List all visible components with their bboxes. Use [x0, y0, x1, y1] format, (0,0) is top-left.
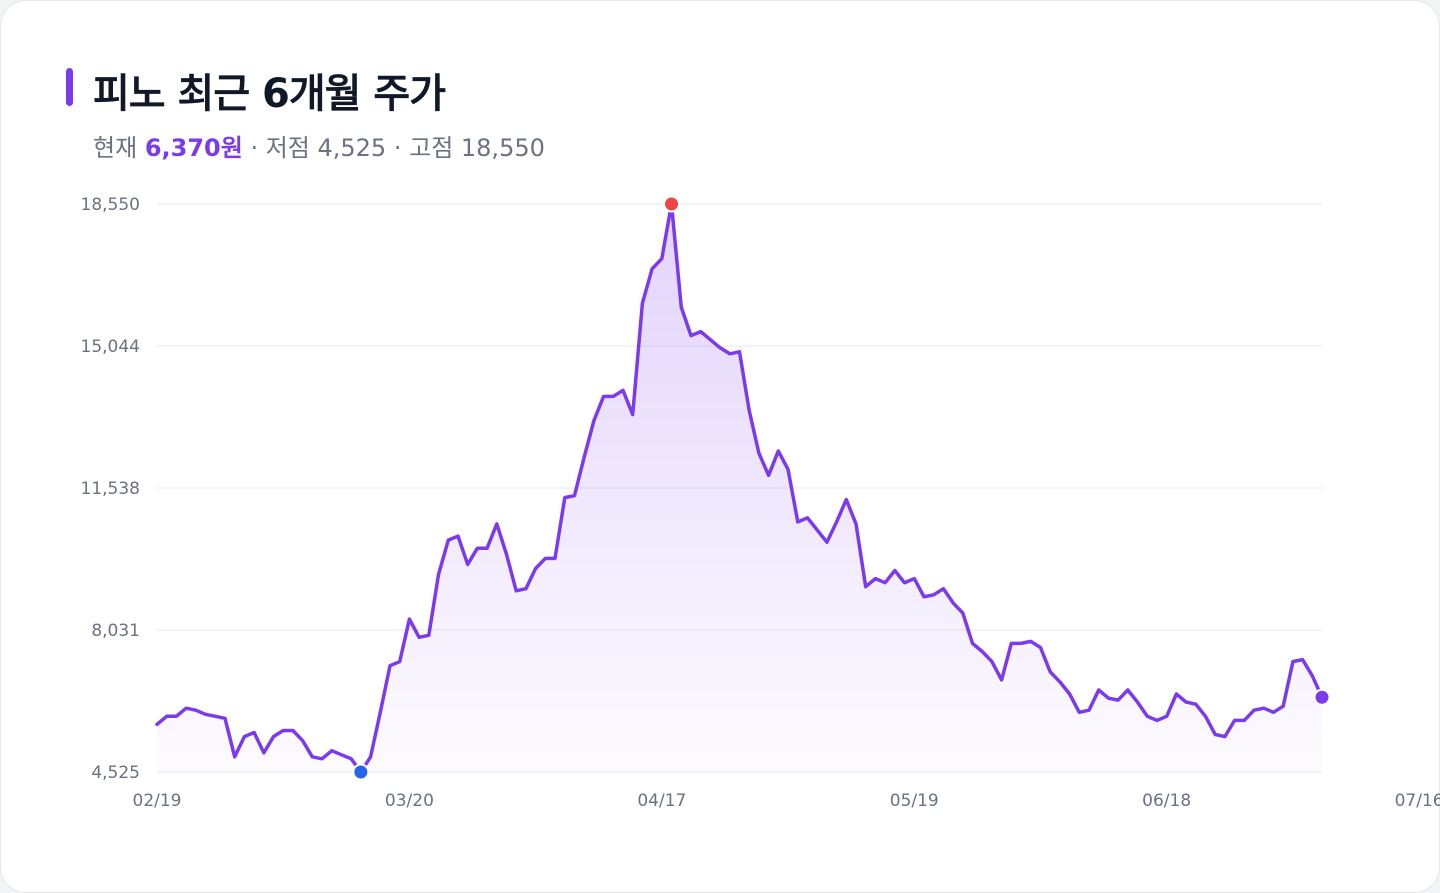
y-tick-label: 18,550 [81, 195, 140, 215]
title-accent-bar [66, 68, 73, 106]
y-tick-label: 4,525 [91, 763, 140, 783]
low-point-marker [352, 763, 370, 781]
chart-title: 피노 최근 6개월 주가 [93, 71, 446, 117]
x-tick-label: 06/18 [1142, 791, 1191, 811]
high-point-marker [663, 195, 681, 213]
x-tick-label: 05/19 [890, 791, 939, 811]
low-price: · 저점 4,525 · [250, 134, 402, 162]
x-tick-label: 03/20 [385, 791, 434, 811]
price-line [155, 202, 1324, 774]
x-tick-label: 04/17 [637, 791, 686, 811]
x-tick-label: 07/16 [1395, 791, 1440, 811]
x-tick-label: 02/19 [133, 791, 182, 811]
price-summary: 현재 6,370원 · 저점 4,525 · 고점 18,550 [93, 128, 545, 163]
y-tick-label: 11,538 [81, 479, 140, 499]
price-area [157, 204, 1322, 772]
y-tick-label: 8,031 [91, 621, 140, 641]
current-point-marker [1313, 688, 1331, 706]
current-price: 6,370원 [144, 134, 243, 162]
y-tick-label: 15,044 [81, 337, 140, 357]
high-price: 고점 18,550 [409, 134, 545, 162]
current-label: 현재 [93, 134, 138, 162]
